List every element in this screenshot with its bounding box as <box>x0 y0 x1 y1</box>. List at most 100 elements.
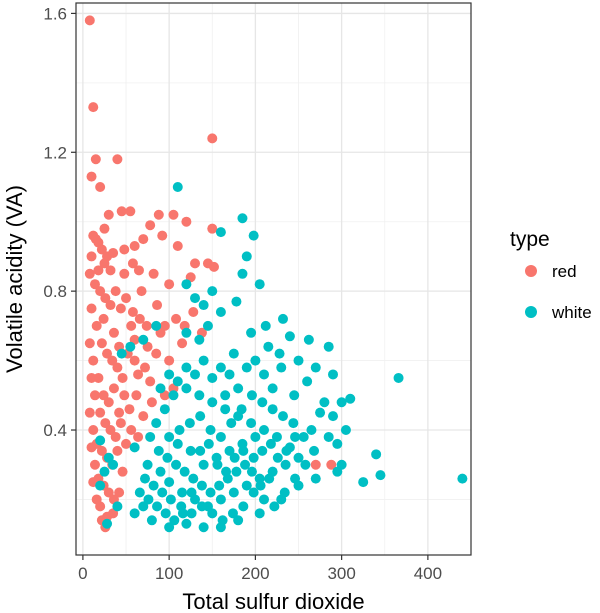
data-point-white <box>257 445 268 456</box>
data-point-white <box>198 355 209 366</box>
data-point-white <box>155 383 166 394</box>
data-point-white <box>162 452 173 463</box>
y-axis-title: Volatile acidity (VA) <box>2 185 27 373</box>
data-point-red <box>100 293 111 304</box>
data-point-red <box>103 397 114 408</box>
data-point-white <box>181 279 192 290</box>
data-point-white <box>260 320 271 331</box>
data-point-white <box>257 397 268 408</box>
data-point-red <box>152 300 163 311</box>
data-point-white <box>112 501 123 512</box>
data-point-white <box>323 341 334 352</box>
data-point-red <box>88 425 99 436</box>
data-point-red <box>119 268 130 279</box>
data-point-white <box>250 431 261 442</box>
data-point-white <box>142 459 153 470</box>
data-point-red <box>96 338 107 349</box>
data-point-white <box>259 494 270 505</box>
data-point-white <box>198 522 209 533</box>
data-point-white <box>165 494 176 505</box>
data-point-white <box>99 466 110 477</box>
data-point-white <box>224 369 235 380</box>
data-point-red <box>107 355 118 366</box>
data-point-white <box>284 331 295 342</box>
data-point-white <box>164 477 175 488</box>
y-tick-label: 0.4 <box>43 421 67 440</box>
data-point-white <box>237 268 248 279</box>
x-tick-label: 300 <box>327 564 355 583</box>
data-point-white <box>328 411 339 422</box>
data-point-white <box>298 431 309 442</box>
data-point-white <box>332 466 343 477</box>
data-point-red <box>159 320 170 331</box>
data-point-red <box>90 234 101 245</box>
x-axis-ticks: 0 100 200 300 400 <box>78 555 442 583</box>
data-point-red <box>153 209 164 220</box>
data-point-white <box>272 452 283 463</box>
data-point-white <box>202 320 213 331</box>
data-point-white <box>238 501 249 512</box>
data-point-white <box>309 445 320 456</box>
data-point-red <box>207 223 218 234</box>
data-point-white <box>274 348 285 359</box>
data-point-white <box>194 334 205 345</box>
data-point-red <box>326 459 337 470</box>
data-point-white <box>231 466 242 477</box>
data-point-red <box>188 306 199 317</box>
data-point-white <box>233 383 244 394</box>
data-point-white <box>153 445 164 456</box>
data-point-red <box>96 445 107 456</box>
data-point-red <box>129 355 140 366</box>
data-point-white <box>160 508 171 519</box>
data-points <box>84 15 468 533</box>
data-point-red <box>105 300 116 311</box>
data-point-white <box>231 296 242 307</box>
data-point-white <box>248 452 259 463</box>
data-point-red <box>208 261 219 272</box>
data-point-white <box>371 449 382 460</box>
data-point-red <box>127 306 138 317</box>
data-point-white <box>255 480 266 491</box>
data-point-red <box>136 286 147 297</box>
data-point-red <box>164 355 175 366</box>
data-point-white <box>269 501 280 512</box>
data-point-white <box>151 418 162 429</box>
data-point-red <box>90 154 101 165</box>
data-point-red <box>133 431 144 442</box>
data-point-white <box>172 438 183 449</box>
data-point-white <box>164 369 175 380</box>
data-point-white <box>169 515 180 526</box>
data-point-white <box>277 411 288 422</box>
data-point-white <box>263 341 274 352</box>
data-point-white <box>195 445 206 456</box>
data-point-red <box>148 268 159 279</box>
data-point-white <box>214 480 225 491</box>
data-point-white <box>179 466 190 477</box>
data-point-white <box>241 251 252 262</box>
data-point-white <box>186 508 197 519</box>
data-point-white <box>457 473 468 484</box>
data-point-red <box>126 425 137 436</box>
data-point-red <box>84 338 95 349</box>
data-point-red <box>131 390 142 401</box>
data-point-white <box>184 418 195 429</box>
data-point-red <box>133 369 144 380</box>
data-point-red <box>121 438 132 449</box>
data-point-white <box>267 404 278 415</box>
data-point-red <box>138 411 149 422</box>
y-axis-ticks: 0.4 0.8 1.2 1.6 <box>43 4 76 440</box>
data-point-white <box>207 372 218 383</box>
data-point-white <box>393 372 404 383</box>
data-point-white <box>151 320 162 331</box>
data-point-white <box>172 376 183 387</box>
data-point-red <box>117 466 128 477</box>
data-point-red <box>86 171 97 182</box>
data-point-red <box>86 251 97 262</box>
data-point-white <box>181 362 192 373</box>
data-point-white <box>288 418 299 429</box>
data-point-white <box>319 397 330 408</box>
data-point-white <box>241 480 252 491</box>
data-point-white <box>181 518 192 529</box>
data-point-white <box>293 452 304 463</box>
